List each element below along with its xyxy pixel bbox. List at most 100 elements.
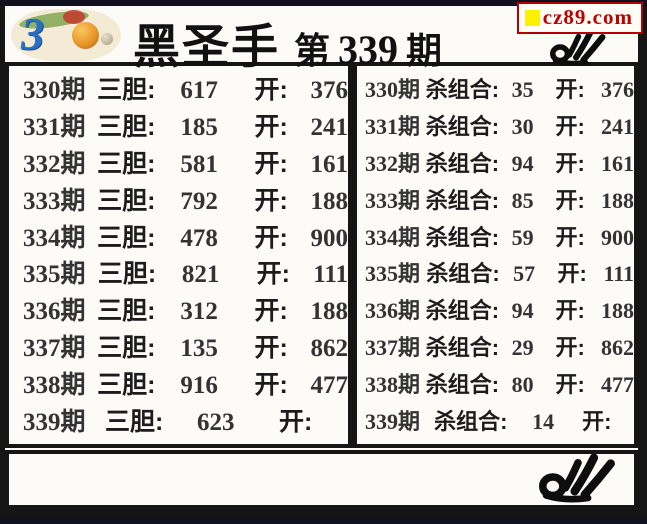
issue-label: 333期 [23, 187, 86, 215]
yellow-square-icon [524, 9, 540, 26]
pick-value: 135 [180, 334, 218, 362]
table-row: 333期 杀组合: 85 开: 188 [357, 183, 634, 215]
kill-combo-label: 杀组合: [425, 224, 500, 250]
table-row: 331期 杀组合: 30 开: 241 [357, 109, 634, 141]
kill-combo-value: 80 [511, 371, 534, 397]
open-label: 开: [254, 223, 288, 252]
page-title: 黑圣手 第 339 期 [133, 8, 442, 77]
table-row: 331期 三胆: 185 开: 241 [9, 107, 348, 143]
open-value: 900 [601, 224, 634, 250]
pick-type-label: 三胆: [97, 223, 156, 252]
open-value: 241 [601, 114, 634, 140]
open-value: 477 [601, 371, 634, 397]
open-value: 111 [603, 261, 635, 287]
logo-3-glyph: 3 [21, 9, 44, 59]
open-label: 开: [254, 76, 288, 105]
top-strip [0, 0, 647, 6]
open-value: 900 [310, 224, 349, 252]
right-panel-shazuhe: 330期 杀组合: 35 开: 376 331期 杀组合: 30 开: 241 332期 杀组合:… [352, 62, 638, 448]
issue-label: 337期 [365, 334, 421, 360]
pick-type-label: 三胆: [97, 333, 156, 362]
open-label: 开: [555, 187, 585, 213]
kill-combo-value: 94 [511, 298, 534, 324]
open-value: 376 [601, 77, 634, 103]
issue-label: 336期 [365, 298, 421, 324]
kill-combo-label: 杀组合: [425, 150, 500, 176]
table-row: 338期 三胆: 916 开: 477 [9, 365, 348, 401]
open-value: 111 [313, 261, 348, 289]
table-row: 333期 三胆: 792 开: 188 [9, 181, 348, 217]
open-value: 862 [601, 334, 634, 360]
issue-label: 335期 [23, 261, 86, 289]
open-label: 开: [557, 261, 587, 287]
kill-combo-label: 杀组合: [425, 298, 500, 324]
pick-type-label: 三胆: [105, 407, 164, 436]
site-badge[interactable]: cz89.com [516, 2, 643, 34]
table-row: 338期 杀组合: 80 开: 477 [357, 367, 634, 399]
table-row: 336期 三胆: 312 开: 188 [9, 291, 348, 327]
logo-ball-icon [72, 22, 99, 49]
open-label: 开: [254, 186, 288, 215]
issue-label: 332期 [365, 150, 421, 176]
issue-prefix: 第 [294, 30, 331, 71]
kill-combo-value: 14 [532, 408, 555, 434]
pick-value: 581 [180, 150, 218, 178]
issue-label: 331期 [365, 114, 421, 140]
kill-combo-label: 杀组合: [425, 187, 500, 213]
kill-combo-value: 29 [511, 334, 534, 360]
table-row: 336期 杀组合: 94 开: 188 [357, 293, 634, 325]
kill-combo-label: 杀组合: [425, 114, 500, 140]
issue-label: 334期 [365, 224, 421, 250]
issue-label: 330期 [23, 77, 86, 105]
kill-combo-value: 85 [511, 187, 534, 213]
open-value: 188 [601, 187, 634, 213]
open-label: 开: [555, 114, 585, 140]
table-row: 330期 三胆: 617 开: 376 [9, 70, 348, 106]
kill-combo-label: 杀组合: [425, 77, 500, 103]
pick-value: 821 [181, 261, 220, 289]
issue-label: 338期 [23, 371, 86, 399]
table-row: 339期 三胆: 623 开: [9, 402, 348, 438]
open-value: 188 [310, 187, 349, 215]
open-label: 开: [254, 297, 288, 326]
pick-value: 916 [180, 371, 218, 399]
header: 3 黑圣手 第 339 期 cz89.com [5, 2, 643, 73]
issue-label: 332期 [23, 150, 86, 178]
open-label: 开: [254, 149, 288, 178]
site-badge-text: cz89.com [542, 5, 633, 29]
title-main: 黑圣手 [133, 20, 280, 73]
issue-label: 336期 [23, 298, 86, 326]
pick-type-label: 三胆: [97, 260, 157, 289]
kill-combo-label: 杀组合: [425, 371, 500, 397]
data-panels: 330期 三胆: 617 开: 376 331期 三胆: 185 开: 241 332期 三胆: 5… [5, 62, 638, 448]
issue-label: 338期 [365, 371, 421, 397]
open-label: 开: [555, 371, 585, 397]
open-label: 开: [254, 370, 288, 399]
pick-value: 312 [180, 298, 218, 326]
open-value: 188 [601, 298, 634, 324]
issue-label: 339期 [365, 408, 421, 434]
pick-type-label: 三胆: [97, 186, 156, 215]
left-panel-sandan: 330期 三胆: 617 开: 376 331期 三胆: 185 开: 241 332期 三胆: 5… [5, 62, 352, 448]
issue-label: 330期 [365, 77, 421, 103]
open-label: 开: [555, 298, 585, 324]
pick-type-label: 三胆: [97, 370, 156, 399]
hand-signature-icon-bottom [532, 451, 624, 503]
pick-type-label: 三胆: [97, 149, 156, 178]
kill-combo-value: 59 [511, 224, 534, 250]
table-row: 339期 杀组合: 14 开: [357, 404, 634, 436]
kill-combo-value: 35 [511, 77, 534, 103]
pick-type-label: 三胆: [97, 113, 156, 142]
issue-label: 334期 [23, 224, 86, 252]
kill-combo-label: 杀组合: [434, 408, 508, 434]
open-label: 开: [555, 224, 585, 250]
table-row: 332期 三胆: 581 开: 161 [9, 144, 348, 180]
kill-combo-label: 杀组合: [426, 261, 500, 287]
open-label: 开: [254, 333, 288, 362]
kill-combo-value: 94 [511, 150, 534, 176]
table-row: 332期 杀组合: 94 开: 161 [357, 146, 634, 178]
open-value: 376 [310, 77, 349, 105]
table-row: 335期 三胆: 821 开: 111 [9, 254, 348, 290]
open-value: 477 [310, 371, 349, 399]
